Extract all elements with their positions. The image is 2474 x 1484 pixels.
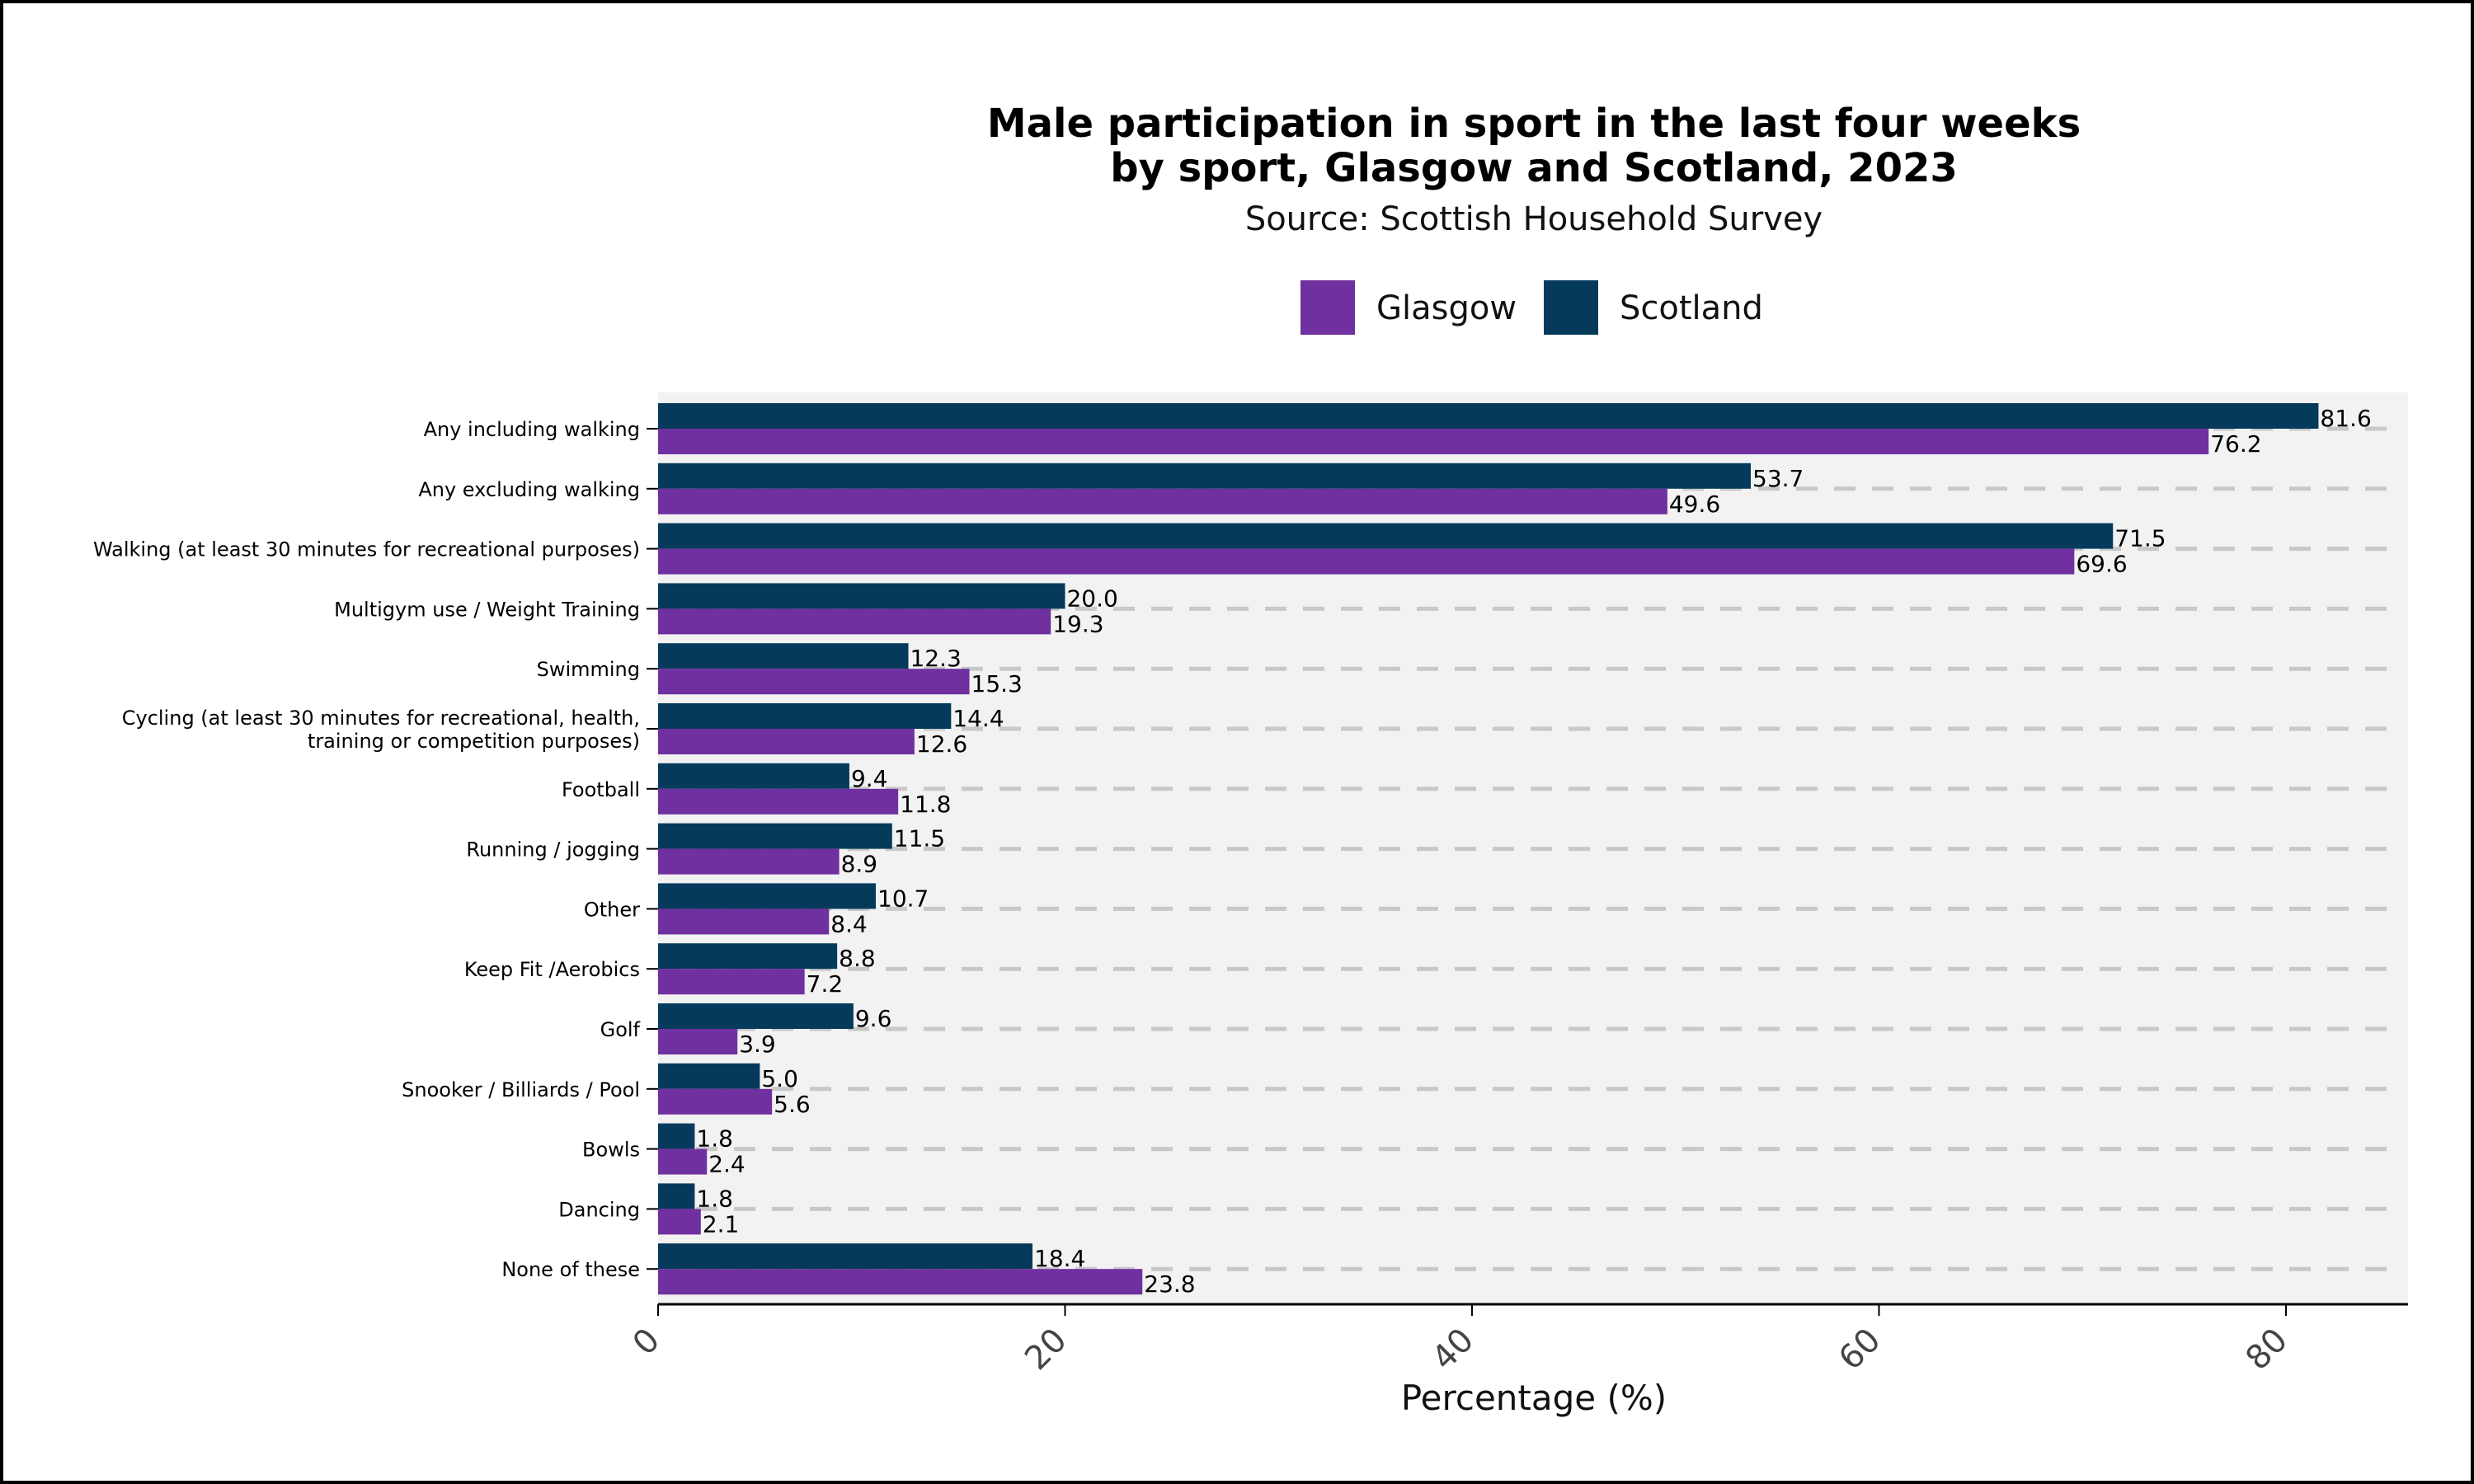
chart-title-line-2: by sport, Glasgow and Scotland, 2023 xyxy=(1110,145,1958,191)
value-label-scotland: 10.7 xyxy=(877,885,929,912)
bar-glasgow xyxy=(658,788,899,815)
category-label: Cycling (at least 30 minutes for recreat… xyxy=(122,707,640,730)
bar-scotland xyxy=(658,823,892,849)
value-label-scotland: 81.6 xyxy=(2320,405,2371,432)
value-label-glasgow: 7.2 xyxy=(807,970,844,998)
category-label: Running / jogging xyxy=(466,838,640,862)
value-label-scotland: 1.8 xyxy=(696,1125,733,1153)
category-label: Golf xyxy=(600,1018,641,1041)
value-label-glasgow: 49.6 xyxy=(1669,491,1720,518)
category-label: Dancing xyxy=(558,1198,640,1221)
value-label-scotland: 11.5 xyxy=(894,825,945,852)
bar-scotland xyxy=(658,883,877,909)
x-tick-label: 20 xyxy=(1018,1321,1075,1378)
legend-swatch-scotland xyxy=(1544,280,1598,335)
category-label: Any including walking xyxy=(424,418,640,441)
bar-chart: Male participation in sport in the last … xyxy=(93,101,2408,1418)
category-label: Other xyxy=(584,898,640,921)
category-label: Swimming xyxy=(537,658,640,681)
bar-scotland xyxy=(658,763,849,789)
bar-scotland xyxy=(658,1183,695,1209)
bar-glasgow xyxy=(658,909,830,935)
bar-scotland xyxy=(658,463,1752,489)
value-label-glasgow: 11.8 xyxy=(900,791,951,818)
bar-scotland xyxy=(658,943,838,970)
bar-glasgow xyxy=(658,969,805,995)
bar-scotland xyxy=(658,703,952,729)
category-label: Multigym use / Weight Training xyxy=(334,598,640,621)
value-label-glasgow: 23.8 xyxy=(1144,1270,1195,1298)
x-tick-label: 40 xyxy=(1425,1321,1482,1378)
value-label-glasgow: 15.3 xyxy=(971,670,1023,697)
legend: Glasgow Scotland xyxy=(1300,280,1763,335)
value-label-scotland: 8.8 xyxy=(839,945,876,972)
bar-glasgow xyxy=(658,1148,708,1175)
value-label-glasgow: 19.3 xyxy=(1052,610,1103,637)
value-label-glasgow: 2.1 xyxy=(703,1210,740,1237)
value-label-scotland: 20.0 xyxy=(1066,585,1117,612)
legend-label-glasgow: Glasgow xyxy=(1376,289,1517,327)
x-tick-label: 60 xyxy=(1832,1321,1888,1378)
bar-glasgow xyxy=(658,429,2209,454)
bar-glasgow xyxy=(658,1088,773,1115)
bar-glasgow xyxy=(658,488,1667,514)
bar-scotland xyxy=(658,583,1065,609)
x-tick-label: 0 xyxy=(626,1321,668,1363)
bar-glasgow xyxy=(658,1029,738,1054)
value-label-scotland: 71.5 xyxy=(2114,525,2166,552)
value-label-glasgow: 69.6 xyxy=(2076,551,2127,578)
chart-subtitle: Source: Scottish Household Survey xyxy=(1245,200,1823,238)
bar-scotland xyxy=(658,403,2319,429)
category-label: Keep Fit /Aerobics xyxy=(464,958,640,981)
legend-swatch-glasgow xyxy=(1300,280,1355,335)
bar-scotland xyxy=(658,1123,695,1149)
value-label-glasgow: 8.9 xyxy=(841,851,878,878)
value-label-scotland: 14.4 xyxy=(952,705,1004,732)
x-tick-label: 80 xyxy=(2239,1321,2296,1378)
x-axis: 0 20 40 60 80 xyxy=(626,1303,2408,1378)
value-label-glasgow: 8.4 xyxy=(830,910,868,937)
category-label: Walking (at least 30 minutes for recreat… xyxy=(93,538,640,561)
bar-scotland xyxy=(658,1003,854,1029)
value-label-glasgow: 5.6 xyxy=(774,1091,811,1118)
category-label: Snooker / Billiards / Pool xyxy=(402,1078,640,1101)
category-label: training or competition purposes) xyxy=(308,730,640,753)
bar-scotland xyxy=(658,1243,1033,1270)
value-label-scotland: 12.3 xyxy=(910,645,961,672)
bar-scotland xyxy=(658,643,909,669)
bar-glasgow xyxy=(658,848,840,875)
value-label-glasgow: 2.4 xyxy=(708,1151,745,1178)
value-label-scotland: 9.4 xyxy=(851,765,888,792)
bar-glasgow xyxy=(658,669,970,695)
chart-title-line-1: Male participation in sport in the last … xyxy=(987,101,2081,147)
value-label-scotland: 53.7 xyxy=(1752,465,1804,492)
bar-glasgow xyxy=(658,1209,701,1235)
value-label-glasgow: 76.2 xyxy=(2210,430,2261,458)
value-label-scotland: 18.4 xyxy=(1034,1245,1085,1272)
bar-scotland xyxy=(658,1063,760,1089)
x-axis-label: Percentage (%) xyxy=(1401,1378,1667,1418)
category-label: Any excluding walking xyxy=(418,478,640,501)
value-label-glasgow: 3.9 xyxy=(739,1031,776,1058)
chart-title: Male participation in sport in the last … xyxy=(987,101,2081,191)
category-label: Bowls xyxy=(582,1139,640,1162)
bar-glasgow xyxy=(658,548,2075,575)
value-label-scotland: 5.0 xyxy=(761,1065,798,1092)
value-label-scotland: 1.8 xyxy=(696,1185,733,1212)
category-label: None of these xyxy=(501,1258,640,1281)
bars xyxy=(658,403,2319,1295)
category-labels: Any including walking Any excluding walki… xyxy=(93,418,658,1281)
category-label: Football xyxy=(562,778,640,801)
value-label-glasgow: 12.6 xyxy=(916,730,967,758)
bar-scotland xyxy=(658,523,2114,549)
bar-glasgow xyxy=(658,729,915,754)
legend-label-scotland: Scotland xyxy=(1620,289,1763,327)
value-labels: 81.6 76.2 53.7 49.6 71.569.6 20.019.3 12.3 15.3… xyxy=(696,405,2371,1298)
value-label-scotland: 9.6 xyxy=(855,1005,892,1032)
bar-glasgow xyxy=(658,1269,1143,1295)
bar-glasgow xyxy=(658,608,1051,635)
